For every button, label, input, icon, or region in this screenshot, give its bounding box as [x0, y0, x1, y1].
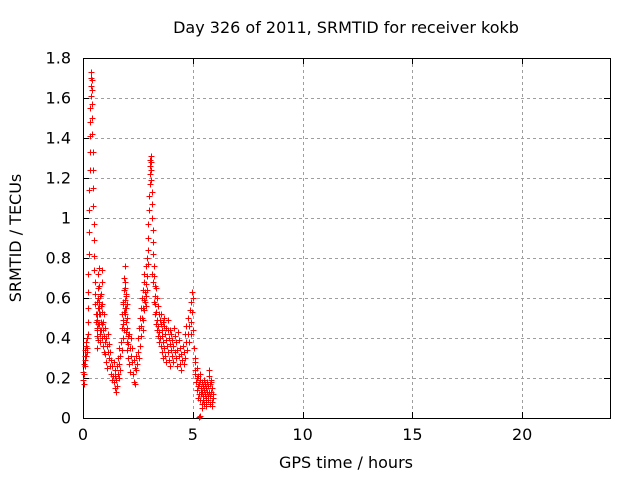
y-tick-label: 1 [61, 209, 71, 228]
data-points [80, 69, 217, 421]
y-tick-label: 0 [61, 409, 71, 428]
y-tick-label: 1.2 [46, 169, 71, 188]
axis-tick-labels: 0 5 10 15 20 0 0.2 0.4 0.6 0.8 1 1.2 1.4 1.6 1.8 [46, 49, 533, 445]
chart-title: Day 326 of 2011, SRMTID for receiver kok… [173, 18, 519, 37]
plot-border [83, 58, 611, 419]
x-tick-label: 20 [512, 425, 532, 444]
y-tick-label: 0.2 [46, 369, 71, 388]
y-tick-label: 0.8 [46, 249, 71, 268]
plot-frame [83, 58, 611, 419]
axis-ticks [83, 58, 610, 419]
x-tick-label: 0 [78, 425, 88, 444]
series-srmtid-markers [80, 69, 217, 421]
y-axis-label: SRMTID / TECUs [6, 174, 25, 303]
y-tick-label: 1.4 [46, 129, 71, 148]
x-tick-label: 5 [188, 425, 198, 444]
y-tick-label: 1.8 [46, 49, 71, 68]
y-tick-label: 0.4 [46, 329, 71, 348]
x-axis-label: GPS time / hours [279, 453, 413, 472]
x-tick-label: 10 [292, 425, 312, 444]
grid-lines [83, 58, 610, 418]
x-tick-label: 15 [402, 425, 422, 444]
y-tick-label: 0.6 [46, 289, 71, 308]
y-tick-label: 1.6 [46, 89, 71, 108]
